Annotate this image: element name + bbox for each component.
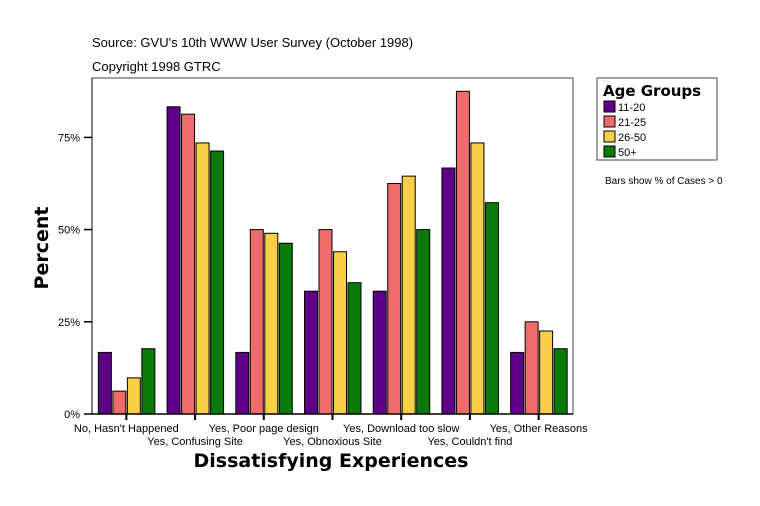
legend-label: 50+ <box>618 147 637 159</box>
bar-26-50-5 <box>470 142 485 415</box>
bar-21-25-3 <box>318 229 333 415</box>
bar-21-25-2 <box>249 229 264 415</box>
x-tick-label: No, Hasn't Happened <box>74 423 179 435</box>
bar-11-20-4 <box>372 290 387 415</box>
x-axis-title: Dissatisfying Experiences <box>193 450 468 472</box>
copyright-text: Copyright 1998 GTRC <box>92 59 221 74</box>
footnote: Bars show % of Cases > 0 <box>605 176 723 187</box>
bar-26-50-0 <box>126 377 141 415</box>
bar-26-50-1 <box>195 142 210 415</box>
bar-21-25-5 <box>455 90 470 415</box>
x-tick-label: Yes, Confusing Site <box>147 436 243 448</box>
bar-11-20-1 <box>166 106 181 415</box>
legend-label: 26-50 <box>618 132 646 144</box>
bar-21-25-0 <box>112 390 127 415</box>
bar-11-20-3 <box>304 290 318 415</box>
legend-box <box>596 77 718 161</box>
bar-26-50-2 <box>264 232 279 415</box>
bar-50+-6 <box>553 348 568 415</box>
bar-11-20-0 <box>97 351 112 415</box>
x-tick-label: Yes, Couldn't find <box>427 436 512 448</box>
x-tick-label: Yes, Poor page design <box>209 423 319 435</box>
bar-50+-4 <box>416 229 431 415</box>
bar-21-25-4 <box>387 183 402 415</box>
bar-26-50-4 <box>401 175 416 415</box>
legend-title: Age Groups <box>603 82 701 100</box>
bar-26-50-6 <box>539 330 554 415</box>
x-tick-label: Yes, Other Reasons <box>490 423 589 435</box>
legend-label: 21-25 <box>618 117 646 129</box>
bar-26-50-3 <box>333 251 347 415</box>
legend-swatch-11-20 <box>603 100 616 113</box>
legend-swatch-26-50 <box>603 130 616 143</box>
source-text: Source: GVU's 10th WWW User Survey (Octo… <box>92 35 413 50</box>
legend: Age Groups 11-20 21-25 26-50 50+ <box>596 77 718 161</box>
legend-swatch-21-25 <box>603 115 616 128</box>
legend-swatch-50+ <box>603 145 616 158</box>
bar-50+-0 <box>141 348 156 415</box>
x-tick-label: Yes, Obnoxious Site <box>283 436 382 448</box>
y-tick-label: 50% <box>58 225 80 237</box>
bar-11-20-6 <box>510 351 525 415</box>
bar-21-25-1 <box>181 113 196 415</box>
bar-50+-2 <box>278 242 293 415</box>
bar-50+-1 <box>210 150 225 415</box>
bar-11-20-2 <box>235 351 250 415</box>
bar-50+-3 <box>347 282 362 415</box>
legend-label: 11-20 <box>618 102 645 114</box>
y-tick-label: 0% <box>64 409 80 421</box>
y-tick-label: 25% <box>58 317 80 329</box>
bar-11-20-5 <box>441 167 456 415</box>
x-tick-label: Yes, Download too slow <box>343 423 459 435</box>
bar-21-25-6 <box>524 321 539 415</box>
y-tick-label: 75% <box>58 132 80 144</box>
y-axis-title: Percent <box>31 207 53 290</box>
bar-50+-5 <box>484 202 499 415</box>
